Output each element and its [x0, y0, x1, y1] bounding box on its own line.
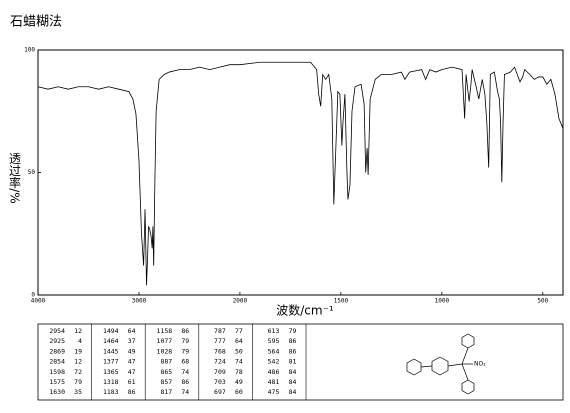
table-cell: 64: [128, 327, 136, 335]
ring: [461, 333, 475, 349]
bond: [461, 363, 469, 381]
table-cell: 49: [128, 347, 136, 355]
y-tick-label: 100: [24, 47, 35, 54]
table-cell: 74: [181, 368, 189, 376]
table-cell: 857: [160, 378, 172, 386]
plot-frame: [37, 49, 564, 296]
table-cell: 84: [289, 378, 297, 386]
table-cell: 2854: [49, 358, 65, 366]
table-cell: 486: [268, 368, 280, 376]
x-tick-label: 1500: [334, 298, 349, 305]
table-cell: 12: [74, 358, 82, 366]
table-cell: 724: [214, 358, 226, 366]
y-tick-label: 0: [31, 292, 35, 299]
table-cell: 47: [128, 368, 136, 376]
table-frame: [37, 323, 564, 401]
x-axis-label: 波数/cm⁻¹: [276, 303, 334, 318]
table-cell: 787: [214, 327, 226, 335]
table-cell: 19: [74, 347, 82, 355]
ring: [431, 356, 449, 376]
table-cell: 74: [181, 388, 189, 396]
table-cell: 564: [268, 347, 280, 355]
table-cell: 613: [268, 327, 280, 335]
table-cell: 1028: [157, 347, 173, 355]
table-cell: 86: [128, 388, 136, 396]
y-axis-label: 透过率/%: [8, 152, 22, 204]
table-cell: 79: [289, 327, 297, 335]
table-cell: 1494: [103, 327, 119, 335]
table-cell: 1575: [49, 378, 65, 386]
table-cell: 49: [235, 378, 243, 386]
table-cell: 50: [235, 347, 243, 355]
table-cell: 79: [74, 378, 82, 386]
structure: [406, 333, 475, 395]
bond: [461, 347, 469, 365]
table-cell: 84: [289, 368, 297, 376]
table-cell: 475: [268, 388, 280, 396]
table-cell: 79: [181, 347, 189, 355]
table-cell: 817: [160, 388, 172, 396]
x-tick-label: 1000: [435, 298, 450, 305]
table-cell: 4: [78, 337, 82, 345]
table-cell: 72: [74, 368, 82, 376]
table-cell: 2925: [49, 337, 65, 345]
table-cell: 768: [214, 347, 226, 355]
table-cell: 86: [181, 378, 189, 386]
structure-label: NO₂: [474, 361, 486, 368]
table-cell: 86: [289, 337, 297, 345]
bond: [420, 365, 433, 368]
table-cell: 709: [214, 368, 226, 376]
spectrum-line: [37, 61, 564, 286]
table-cell: 78: [235, 368, 243, 376]
table-cell: 1365: [103, 368, 119, 376]
table-cell: 481: [268, 378, 280, 386]
table-cell: 35: [74, 388, 82, 396]
table-cell: 86: [181, 327, 189, 335]
table-cell: 77: [235, 327, 243, 335]
x-tick-label: 2000: [233, 298, 248, 305]
table-cell: 1377: [103, 358, 119, 366]
table-cell: 47: [128, 358, 136, 366]
bond: [447, 363, 463, 367]
ring: [406, 358, 422, 376]
x-tick-label: 4000: [31, 298, 46, 305]
table-cell: 1598: [49, 368, 65, 376]
table-cell: 595: [268, 337, 280, 345]
table-cell: 542: [268, 358, 280, 366]
table-cell: 1630: [49, 388, 65, 396]
x-tick-label: 500: [537, 298, 548, 305]
table-cell: 12: [74, 327, 82, 335]
table-cell: 37: [128, 337, 136, 345]
table-cell: 60: [235, 388, 243, 396]
x-tick-label: 3000: [132, 298, 147, 305]
table-cell: 74: [235, 358, 243, 366]
table-cell: 1445: [103, 347, 119, 355]
table-cell: 86: [289, 347, 297, 355]
table-cell: 2954: [49, 327, 65, 335]
table-cell: 887: [160, 358, 172, 366]
chart-title: 石蜡糊法: [10, 14, 62, 30]
table-cell: 1077: [157, 337, 173, 345]
table-cell: 79: [181, 337, 189, 345]
y-tick-label: 50: [28, 169, 36, 176]
table-cell: 865: [160, 368, 172, 376]
table-cell: 61: [128, 378, 136, 386]
table-cell: 703: [214, 378, 226, 386]
table-cell: 64: [235, 337, 243, 345]
table-cell: 1464: [103, 337, 119, 345]
table-cell: 1318: [103, 378, 119, 386]
table-cell: 1158: [157, 327, 173, 335]
table-cell: 777: [214, 337, 226, 345]
table-cell: 84: [289, 388, 297, 396]
table-cell: 68: [181, 358, 189, 366]
table-cell: 81: [289, 358, 297, 366]
table-cell: 697: [214, 388, 226, 396]
table-cell: 1183: [103, 388, 119, 396]
table-cell: 2869: [49, 347, 65, 355]
ring: [461, 379, 475, 395]
